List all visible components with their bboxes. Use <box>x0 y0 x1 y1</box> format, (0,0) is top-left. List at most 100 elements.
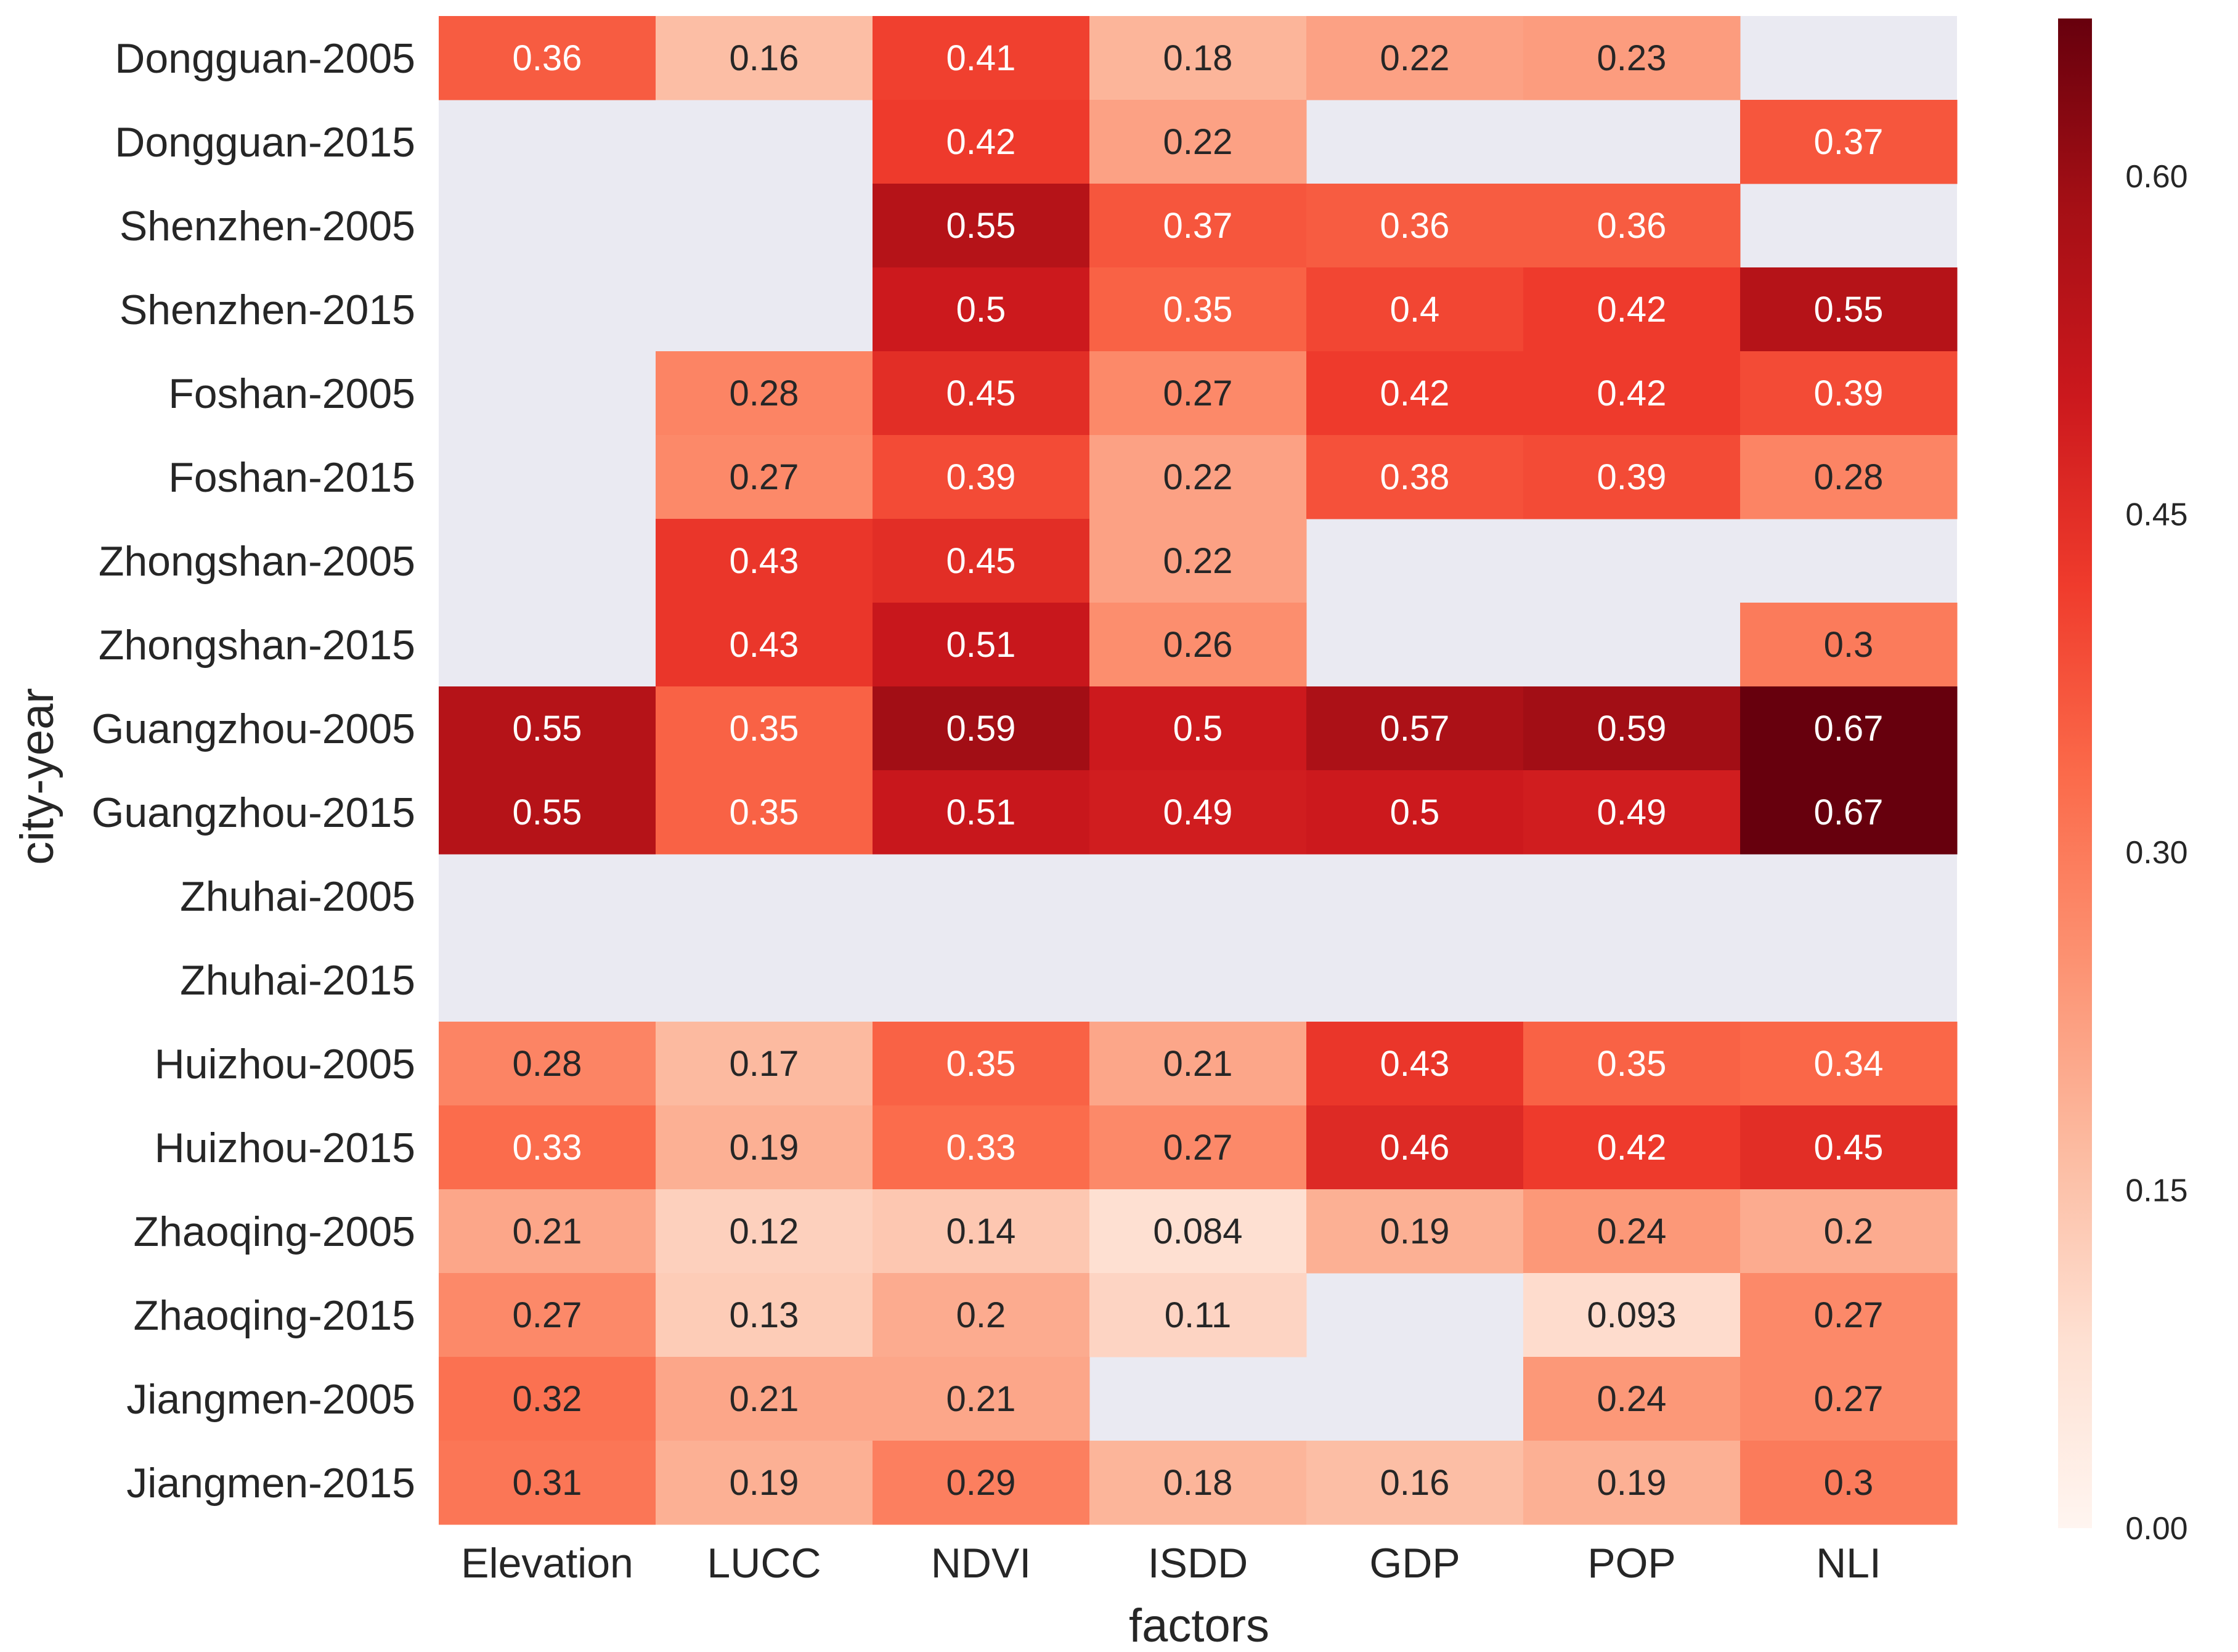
row-tick-label: Shenzhen-2015 <box>120 287 415 333</box>
heatmap-cell <box>873 435 1090 519</box>
cell-value-label: 0.67 <box>1814 792 1884 832</box>
heatmap-cell <box>439 1105 656 1190</box>
heatmap-cell <box>656 1022 873 1106</box>
cell-value-label: 0.21 <box>513 1211 582 1251</box>
cell-value-label: 0.43 <box>730 541 799 581</box>
cell-value-label: 0.36 <box>1597 206 1667 246</box>
heatmap-cell <box>656 1273 873 1357</box>
heatmap-cell <box>1306 184 1524 268</box>
colorbar-gradient <box>2058 18 2092 1528</box>
heatmap-cell <box>1740 770 1958 855</box>
cell-value-label: 0.3 <box>1824 1463 1874 1503</box>
cell-value-label: 0.22 <box>1163 457 1233 497</box>
cell-value-label: 0.21 <box>1163 1044 1233 1084</box>
heatmap-cell <box>1306 1441 1524 1525</box>
cell-value-label: 0.22 <box>1380 38 1450 78</box>
cell-value-label: 0.42 <box>1597 1128 1667 1168</box>
cell-value-label: 0.19 <box>730 1128 799 1168</box>
cell-value-label: 0.45 <box>946 541 1016 581</box>
row-tick-label: Huizhou-2015 <box>155 1125 415 1171</box>
cell-value-label: 0.45 <box>1814 1128 1884 1168</box>
cell-value-label: 0.17 <box>730 1044 799 1084</box>
cell-value-label: 0.5 <box>956 290 1006 330</box>
cell-value-label: 0.31 <box>513 1463 582 1503</box>
heatmap-cell <box>1306 686 1524 771</box>
cell-value-label: 0.5 <box>1390 792 1440 832</box>
cell-value-label: 0.4 <box>1390 290 1440 330</box>
heatmap-cell <box>1523 184 1741 268</box>
cell-value-label: 0.18 <box>1163 38 1233 78</box>
cell-value-label: 0.24 <box>1597 1211 1667 1251</box>
heatmap-cell <box>439 1022 656 1106</box>
heatmap-cell <box>873 351 1090 436</box>
cell-value-label: 0.23 <box>1597 38 1667 78</box>
cell-value-label: 0.55 <box>946 206 1016 246</box>
heatmap-cell <box>873 1105 1090 1190</box>
cell-value-label: 0.21 <box>946 1379 1016 1419</box>
cell-value-label: 0.22 <box>1163 122 1233 162</box>
cell-value-label: 0.42 <box>946 122 1016 162</box>
heatmap-cell <box>656 519 873 603</box>
heatmap-cell <box>656 686 873 771</box>
heatmap-cell <box>1306 16 1524 100</box>
row-tick-label: Zhongshan-2005 <box>99 538 415 585</box>
cell-value-label: 0.55 <box>513 709 582 749</box>
column-labels: Elevation LUCC NDVI ISDD GDP POP NLI <box>461 1540 1881 1587</box>
cell-value-label: 0.35 <box>1163 290 1233 330</box>
cell-value-label: 0.29 <box>946 1463 1016 1503</box>
heatmap-cell <box>1306 1189 1524 1274</box>
cell-value-label: 0.39 <box>1597 457 1667 497</box>
colorbar-ticks: 0.00 0.15 0.30 0.45 0.60 <box>2125 159 2187 1547</box>
heatmap-cell <box>439 1441 656 1525</box>
heatmap-cell <box>1740 1441 1958 1525</box>
cell-value-label: 0.49 <box>1597 792 1667 832</box>
cell-value-label: 0.35 <box>730 792 799 832</box>
cell-value-label: 0.27 <box>730 457 799 497</box>
cell-value-label: 0.49 <box>1163 792 1233 832</box>
cell-value-label: 0.51 <box>946 625 1016 665</box>
row-tick-label: Foshan-2005 <box>168 370 415 417</box>
heatmap-cell <box>1740 435 1958 519</box>
heatmap-cell <box>873 16 1090 100</box>
colorbar: 0.00 0.15 0.30 0.45 0.60 <box>2058 18 2188 1547</box>
row-tick-label: Zhaoqing-2015 <box>134 1292 415 1339</box>
cell-value-label: 0.39 <box>1814 373 1884 413</box>
heatmap-cell <box>873 267 1090 352</box>
cell-value-label: 0.38 <box>1380 457 1450 497</box>
cell-value-label: 0.2 <box>1824 1211 1874 1251</box>
cell-value-label: 0.37 <box>1814 122 1884 162</box>
row-tick-label: Guangzhou-2005 <box>91 706 415 752</box>
cell-value-label: 0.45 <box>946 373 1016 413</box>
row-tick-label: Zhaoqing-2005 <box>134 1208 415 1255</box>
heatmap-cell <box>1089 603 1307 687</box>
heatmap-cell <box>1523 435 1741 519</box>
column-tick-label: GDP <box>1369 1540 1460 1587</box>
heatmap-cell <box>656 603 873 687</box>
heatmap-cell <box>873 1189 1090 1274</box>
heatmap-cells: 0.36 0.16 0.41 0.18 0.22 0.23 0.42 0.22 0.37 0.55… <box>439 16 1958 1525</box>
heatmap-cell <box>439 1273 656 1357</box>
colorbar-tick-label: 0.30 <box>2125 835 2187 871</box>
heatmap-cell <box>656 1441 873 1525</box>
heatmap-cell <box>656 1105 873 1190</box>
heatmap-cell <box>1523 1273 1741 1357</box>
cell-value-label: 0.43 <box>730 625 799 665</box>
cell-value-label: 0.43 <box>1380 1044 1450 1084</box>
cell-value-label: 0.084 <box>1153 1211 1242 1251</box>
heatmap-cell <box>873 770 1090 855</box>
heatmap-cell <box>1306 351 1524 436</box>
row-labels: Dongguan-2005 Dongguan-2015 Shenzhen-2005 S… <box>91 35 415 1507</box>
cell-value-label: 0.46 <box>1380 1128 1450 1168</box>
cell-value-label: 0.41 <box>946 38 1016 78</box>
column-tick-label: POP <box>1587 1540 1676 1587</box>
heatmap-cell <box>1306 770 1524 855</box>
cell-value-label: 0.11 <box>1165 1295 1232 1335</box>
row-tick-label: Foshan-2015 <box>168 454 415 501</box>
cell-value-label: 0.55 <box>1814 290 1884 330</box>
heatmap-cell <box>1089 1022 1307 1106</box>
heatmap-cell <box>1523 770 1741 855</box>
cell-value-label: 0.13 <box>730 1295 799 1335</box>
heatmap-cell <box>873 1357 1090 1441</box>
heatmap-cell <box>1523 1105 1741 1190</box>
